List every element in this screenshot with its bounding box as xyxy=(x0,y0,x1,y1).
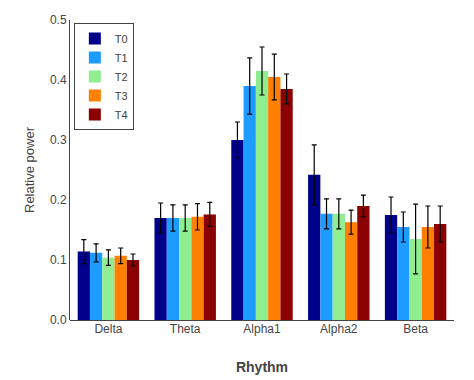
svg-text:0.3: 0.3 xyxy=(50,133,67,147)
svg-text:T2: T2 xyxy=(115,71,128,83)
svg-text:Rhythm: Rhythm xyxy=(236,359,288,375)
svg-text:T4: T4 xyxy=(115,109,128,121)
svg-text:T1: T1 xyxy=(115,52,128,64)
svg-text:T3: T3 xyxy=(115,90,128,102)
svg-text:T0: T0 xyxy=(115,33,128,45)
svg-text:0.2: 0.2 xyxy=(50,193,67,207)
svg-text:0.1: 0.1 xyxy=(50,253,67,267)
svg-text:Alpha2: Alpha2 xyxy=(320,322,358,336)
svg-text:0.5: 0.5 xyxy=(50,13,67,27)
svg-text:Delta: Delta xyxy=(94,322,122,336)
svg-text:Beta: Beta xyxy=(403,322,428,336)
svg-text:0.4: 0.4 xyxy=(50,73,67,87)
svg-text:Alpha1: Alpha1 xyxy=(243,322,281,336)
svg-text:Relative power: Relative power xyxy=(22,126,37,213)
svg-text:Theta: Theta xyxy=(170,322,201,336)
svg-text:0.0: 0.0 xyxy=(50,313,67,327)
